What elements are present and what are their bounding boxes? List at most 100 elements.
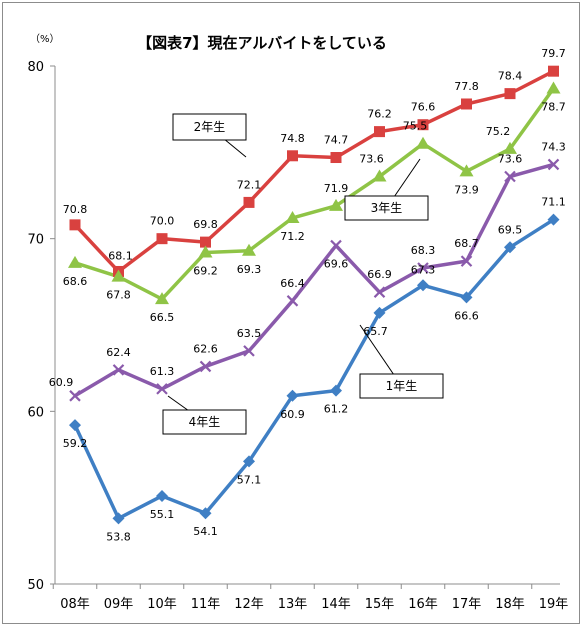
data-point bbox=[243, 196, 255, 208]
data-label: 59.2 bbox=[63, 437, 88, 450]
data-label: 62.6 bbox=[193, 342, 218, 355]
data-label: 68.1 bbox=[108, 249, 133, 262]
callout-box bbox=[359, 373, 444, 399]
x-tick-label: 17年 bbox=[452, 597, 482, 612]
series-line-2 bbox=[73, 69, 555, 274]
data-label: 68.7 bbox=[454, 237, 479, 250]
data-label: 53.8 bbox=[106, 530, 131, 543]
data-label: 63.5 bbox=[237, 327, 262, 340]
data-point bbox=[460, 291, 473, 304]
data-label: 71.2 bbox=[280, 230, 305, 243]
y-tick-label: 70 bbox=[27, 233, 44, 248]
data-point bbox=[156, 233, 168, 245]
data-label: 76.2 bbox=[367, 108, 392, 121]
data-point bbox=[417, 119, 429, 131]
data-label: 54.1 bbox=[193, 525, 218, 538]
data-label: 73.6 bbox=[359, 153, 384, 166]
data-point bbox=[155, 292, 169, 305]
data-label: 78.7 bbox=[541, 100, 566, 113]
x-tick-label: 13年 bbox=[278, 597, 308, 612]
data-label: 69.5 bbox=[498, 223, 523, 236]
data-label: 68.6 bbox=[63, 275, 88, 288]
data-point bbox=[459, 164, 474, 177]
data-point bbox=[416, 136, 430, 149]
data-label: 66.5 bbox=[150, 311, 175, 324]
data-point bbox=[417, 262, 429, 274]
series-callout: 3年生 bbox=[344, 158, 429, 221]
data-label: 74.3 bbox=[541, 140, 566, 153]
data-label: 70.8 bbox=[63, 203, 88, 216]
data-label: 61.3 bbox=[150, 365, 175, 378]
data-point bbox=[242, 243, 256, 256]
data-label: 57.1 bbox=[237, 473, 262, 486]
callout-box bbox=[162, 409, 247, 435]
data-label: 66.4 bbox=[280, 277, 305, 290]
data-label: 68.3 bbox=[411, 244, 436, 257]
callout-label: 1年生 bbox=[386, 379, 418, 393]
data-label: 71.1 bbox=[541, 196, 566, 209]
series-callout: 1年生 bbox=[359, 324, 444, 399]
data-point bbox=[287, 150, 298, 162]
x-tick-label: 09年 bbox=[104, 597, 134, 612]
x-tick-label: 19年 bbox=[539, 597, 569, 612]
data-label: 67.3 bbox=[411, 263, 436, 276]
data-point bbox=[460, 255, 473, 267]
callout-box bbox=[172, 113, 247, 141]
data-label: 69.3 bbox=[237, 263, 262, 276]
data-label: 73.9 bbox=[454, 183, 479, 196]
callout-box bbox=[344, 195, 429, 221]
data-point bbox=[69, 419, 81, 432]
data-point bbox=[461, 98, 472, 110]
data-label: 65.7 bbox=[363, 325, 388, 338]
x-tick-label: 16年 bbox=[408, 597, 438, 612]
data-point bbox=[199, 507, 212, 520]
data-point bbox=[69, 219, 81, 231]
data-label: 66.9 bbox=[367, 268, 392, 281]
x-tick-label: 10年 bbox=[147, 597, 177, 612]
data-label: 60.9 bbox=[280, 408, 305, 421]
data-label: 60.9 bbox=[49, 376, 74, 389]
data-point bbox=[286, 389, 299, 402]
data-label: 78.4 bbox=[498, 70, 523, 83]
data-point bbox=[504, 241, 516, 254]
data-point bbox=[285, 210, 300, 223]
data-label: 74.8 bbox=[280, 132, 305, 145]
data-point bbox=[112, 364, 125, 376]
data-label: 77.8 bbox=[454, 80, 479, 93]
x-tick-label: 15年 bbox=[365, 597, 395, 612]
data-label: 66.6 bbox=[454, 309, 479, 322]
data-point bbox=[373, 286, 386, 298]
series-line-4 bbox=[74, 162, 554, 398]
data-point bbox=[156, 489, 168, 502]
series-callout: 4年生 bbox=[162, 395, 247, 435]
data-point bbox=[547, 158, 560, 171]
data-point bbox=[199, 360, 212, 373]
data-point bbox=[547, 213, 560, 226]
data-point bbox=[374, 126, 385, 138]
data-label: 75.5 bbox=[403, 120, 428, 133]
data-point bbox=[504, 88, 516, 100]
x-tick-label: 18年 bbox=[495, 597, 525, 612]
callout-label: 2年生 bbox=[194, 120, 226, 134]
data-point bbox=[68, 255, 82, 268]
data-point bbox=[330, 152, 342, 164]
data-label: 69.8 bbox=[193, 218, 218, 231]
data-point bbox=[112, 512, 125, 525]
data-point bbox=[156, 383, 168, 395]
series-line-1 bbox=[73, 218, 555, 521]
data-label: 67.8 bbox=[106, 289, 131, 302]
data-point bbox=[111, 269, 126, 282]
data-label: 69.6 bbox=[324, 258, 349, 271]
data-point bbox=[417, 279, 429, 292]
data-label: 75.2 bbox=[486, 125, 511, 138]
data-point bbox=[243, 455, 255, 468]
data-point bbox=[198, 245, 213, 258]
data-label: 70.0 bbox=[150, 215, 175, 228]
data-point bbox=[372, 169, 387, 182]
data-label: 55.1 bbox=[150, 508, 175, 521]
data-point bbox=[330, 384, 342, 397]
callout-label: 3年生 bbox=[371, 201, 403, 215]
data-point bbox=[329, 198, 343, 211]
